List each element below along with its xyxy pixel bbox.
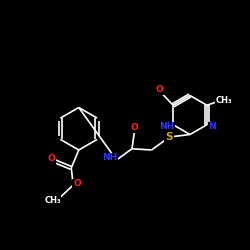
- Text: NH: NH: [159, 122, 174, 131]
- Text: O: O: [73, 179, 81, 188]
- Text: CH₃: CH₃: [216, 96, 233, 105]
- Text: CH₃: CH₃: [44, 196, 61, 204]
- Text: NH: NH: [102, 154, 117, 162]
- Text: S: S: [165, 132, 173, 142]
- Text: N: N: [208, 122, 216, 131]
- Text: O: O: [156, 85, 163, 94]
- Text: O: O: [48, 154, 56, 163]
- Text: O: O: [130, 123, 138, 132]
